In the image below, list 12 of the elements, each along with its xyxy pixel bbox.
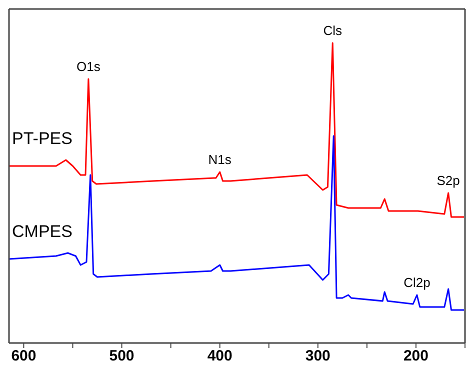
x-tick-label: 200 (403, 348, 428, 365)
annotation: Cls (323, 23, 342, 38)
annotation: O1s (76, 59, 101, 74)
series-label: PT-PES (12, 129, 72, 148)
annotation: Cl2p (404, 275, 430, 290)
x-tick-label: 500 (109, 348, 134, 365)
x-tick-label: 400 (207, 348, 232, 365)
series-label: CMPES (12, 222, 72, 241)
annotation: N1s (208, 152, 232, 167)
x-tick-label: 300 (305, 348, 330, 365)
x-tick-label: 600 (11, 348, 36, 365)
annotation: S2p (436, 173, 460, 188)
